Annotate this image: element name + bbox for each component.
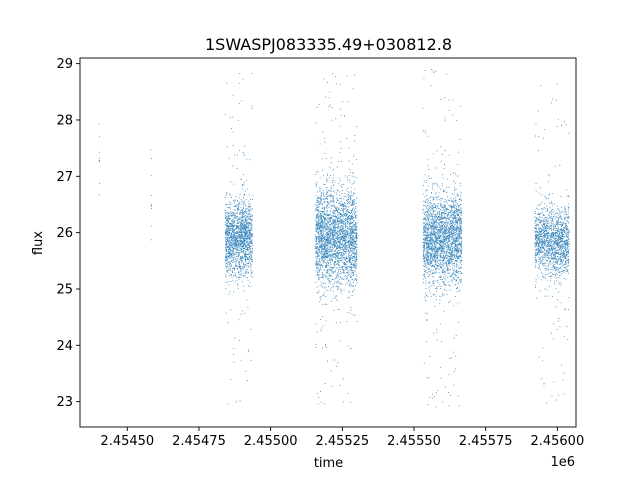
x-tick-label: 2.45500 xyxy=(244,434,298,449)
y-tick-label: 23 xyxy=(56,395,73,410)
x-axis-label: time xyxy=(314,456,343,471)
x-tick-label: 2.45525 xyxy=(315,434,369,449)
x-tick-label: 2.45600 xyxy=(530,434,584,449)
axes: 2.45450 2.45475 2.45500 2.45525 2.45550 2.455… xyxy=(56,57,584,449)
data-points xyxy=(98,69,570,408)
y-tick-label: 29 xyxy=(56,57,73,72)
chart-title: 1SWASPJ083335.49+030812.8 xyxy=(205,35,452,54)
plot-frame xyxy=(79,57,577,428)
y-tick-label: 26 xyxy=(56,226,73,241)
y-tick-label: 28 xyxy=(56,113,73,128)
x-tick-label: 2.45450 xyxy=(100,434,154,449)
x-tick-label: 2.45550 xyxy=(387,434,441,449)
y-tick-label: 24 xyxy=(56,339,73,354)
y-tick-label: 27 xyxy=(56,170,73,185)
x-tick-label: 2.45475 xyxy=(172,434,226,449)
points-layer xyxy=(98,69,570,408)
x-tick-label: 2.45575 xyxy=(459,434,513,449)
x-offset-label: 1e6 xyxy=(550,455,575,470)
y-axis-label: flux xyxy=(31,231,46,255)
y-tick-label: 25 xyxy=(56,282,73,297)
